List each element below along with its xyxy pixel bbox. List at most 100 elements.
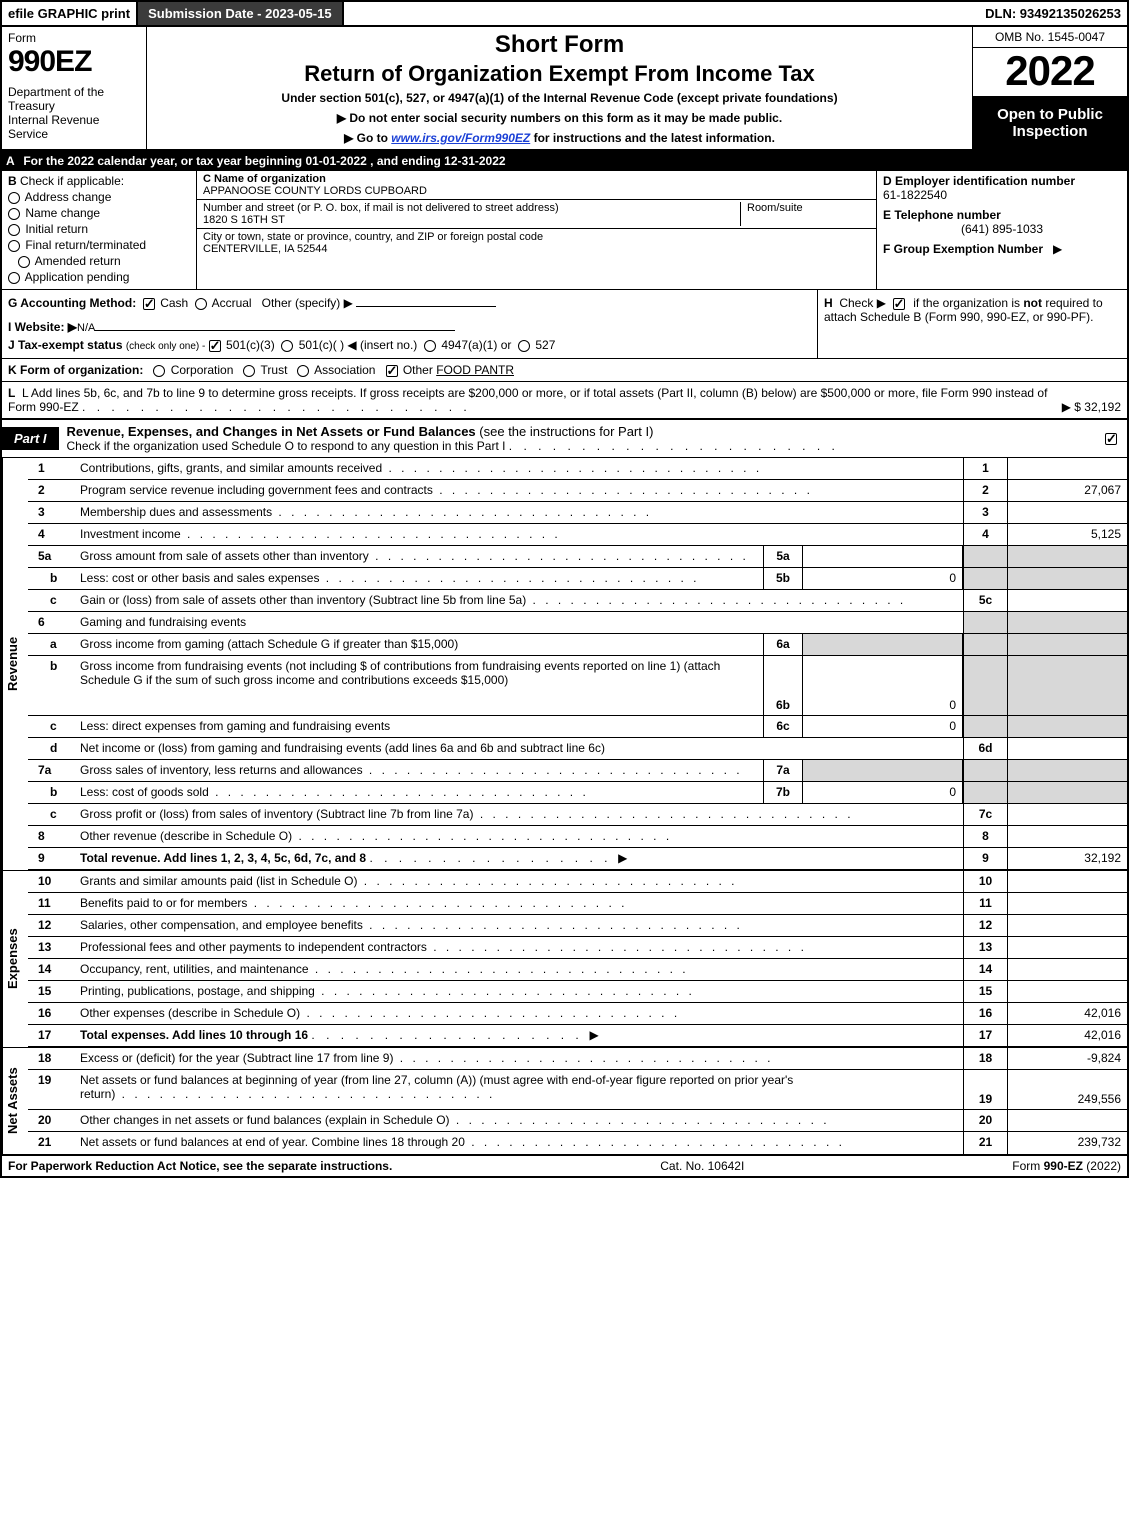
city-label: City or town, state or province, country… [203, 231, 870, 243]
org-name-value: APPANOOSE COUNTY LORDS CUPBOARD [203, 185, 870, 197]
checkbox-association[interactable] [297, 365, 309, 377]
checkbox-4947a1[interactable] [424, 340, 436, 352]
line-6c-innernum: 6c [763, 716, 803, 737]
line-9-val: 32,192 [1007, 848, 1127, 869]
checkbox-corporation[interactable] [153, 365, 165, 377]
form-title-1: Short Form [153, 31, 966, 59]
line-5a-box-grey [963, 546, 1007, 567]
line-17-arrow: ▶ [589, 1028, 598, 1042]
line-10: 10 Grants and similar amounts paid (list… [28, 871, 1127, 893]
box-c: C Name of organization APPANOOSE COUNTY … [197, 171, 877, 289]
line-4-val: 5,125 [1007, 524, 1127, 545]
line-9-arrow: ▶ [618, 851, 627, 865]
line-11-num: 11 [28, 893, 76, 914]
line-7b-desc: Less: cost of goods sold [76, 782, 763, 803]
submission-date-button[interactable]: Submission Date - 2023-05-15 [138, 2, 344, 25]
line-6d-num: d [28, 738, 76, 759]
part-i-title: Revenue, Expenses, and Changes in Net As… [67, 424, 476, 439]
section-h-letter: H [824, 296, 833, 310]
line-1: 1 Contributions, gifts, grants, and simi… [28, 458, 1127, 480]
checkbox-other-org[interactable] [386, 365, 398, 377]
line-13-box: 13 [963, 937, 1007, 958]
line-6a-innernum: 6a [763, 634, 803, 655]
form-warning: ▶ Do not enter social security numbers o… [153, 111, 966, 125]
box-b-label: Check if applicable: [20, 174, 124, 188]
checkbox-accrual[interactable] [195, 298, 207, 310]
form-header: Form 990EZ Department of the Treasury In… [0, 27, 1129, 151]
checkbox-501c3[interactable] [209, 340, 221, 352]
line-5a-innerval [803, 546, 963, 567]
line-18-num: 18 [28, 1048, 76, 1069]
opt-527: 527 [535, 338, 555, 352]
h-not: not [1023, 296, 1042, 310]
line-7a-num: 7a [28, 760, 76, 781]
other-specify-input[interactable] [356, 306, 496, 307]
line-5a: 5a Gross amount from sale of assets othe… [28, 546, 1127, 568]
line-20-box: 20 [963, 1110, 1007, 1131]
line-16: 16 Other expenses (describe in Schedule … [28, 1003, 1127, 1025]
line-3-box: 3 [963, 502, 1007, 523]
checkbox-application-pending[interactable] [8, 272, 20, 284]
line-10-desc: Grants and similar amounts paid (list in… [76, 871, 963, 892]
website-underline [95, 330, 455, 331]
line-15-num: 15 [28, 981, 76, 1002]
line-16-desc: Other expenses (describe in Schedule O) [76, 1003, 963, 1024]
line-3-num: 3 [28, 502, 76, 523]
checkbox-name-change[interactable] [8, 208, 20, 220]
line-8-box: 8 [963, 826, 1007, 847]
net-assets-side-label: Net Assets [2, 1048, 28, 1154]
line-19-num: 19 [28, 1070, 76, 1109]
line-2-val: 27,067 [1007, 480, 1127, 501]
part-i-sub: Check if the organization used Schedule … [67, 439, 506, 453]
line-19-val: 249,556 [1007, 1070, 1127, 1109]
line-1-val [1007, 458, 1127, 479]
line-16-num: 16 [28, 1003, 76, 1024]
footer-form-number: 990-EZ [1044, 1159, 1083, 1173]
line-7b-innerval: 0 [803, 782, 963, 803]
line-6-val-grey [1007, 612, 1127, 633]
checkbox-amended-return[interactable] [18, 256, 30, 268]
checkbox-cash[interactable] [143, 298, 155, 310]
section-a-letter: A [6, 154, 20, 168]
line-12-val [1007, 915, 1127, 936]
opt-4947a1: 4947(a)(1) or [441, 338, 511, 352]
form-title-2: Return of Organization Exempt From Incom… [153, 61, 966, 87]
line-5b-box-grey [963, 568, 1007, 589]
line-15-desc: Printing, publications, postage, and shi… [76, 981, 963, 1002]
efile-print-button[interactable]: efile GRAPHIC print [2, 2, 138, 25]
checkbox-final-return[interactable] [8, 240, 20, 252]
line-13-val [1007, 937, 1127, 958]
line-5c-num: c [28, 590, 76, 611]
line-6d-val [1007, 738, 1127, 759]
dln-label: DLN: 93492135026253 [979, 2, 1127, 25]
checkbox-initial-return[interactable] [8, 224, 20, 236]
tax-exempt-label: J Tax-exempt status [8, 338, 123, 352]
opt-cash: Cash [160, 296, 188, 310]
checkbox-address-change[interactable] [8, 192, 20, 204]
checkbox-schedule-o-part-i[interactable] [1105, 433, 1117, 445]
line-6c-innerval: 0 [803, 716, 963, 737]
line-5c-val [1007, 590, 1127, 611]
form-subtitle: Under section 501(c), 527, or 4947(a)(1)… [153, 91, 966, 105]
line-8-val [1007, 826, 1127, 847]
line-5b-innernum: 5b [763, 568, 803, 589]
open-inspection-badge: Open to Public Inspection [973, 97, 1127, 149]
line-15-val [1007, 981, 1127, 1002]
line-2-box: 2 [963, 480, 1007, 501]
checkbox-trust[interactable] [243, 365, 255, 377]
form-number: 990EZ [8, 45, 140, 79]
checkbox-527[interactable] [518, 340, 530, 352]
line-7b-box-grey [963, 782, 1007, 803]
page-footer: For Paperwork Reduction Act Notice, see … [0, 1154, 1129, 1178]
line-14-desc: Occupancy, rent, utilities, and maintena… [76, 959, 963, 980]
line-9-num: 9 [28, 848, 76, 869]
line-10-box: 10 [963, 871, 1007, 892]
part-i-header: Part I Revenue, Expenses, and Changes in… [0, 419, 1129, 458]
line-5b-innerval: 0 [803, 568, 963, 589]
opt-accrual: Accrual [212, 296, 252, 310]
checkbox-schedule-b-not-required[interactable] [893, 298, 905, 310]
checkbox-501c[interactable] [281, 340, 293, 352]
group-exemption-label: F Group Exemption Number [883, 242, 1043, 256]
line-9-box: 9 [963, 848, 1007, 869]
irs-link[interactable]: www.irs.gov/Form990EZ [391, 131, 530, 145]
